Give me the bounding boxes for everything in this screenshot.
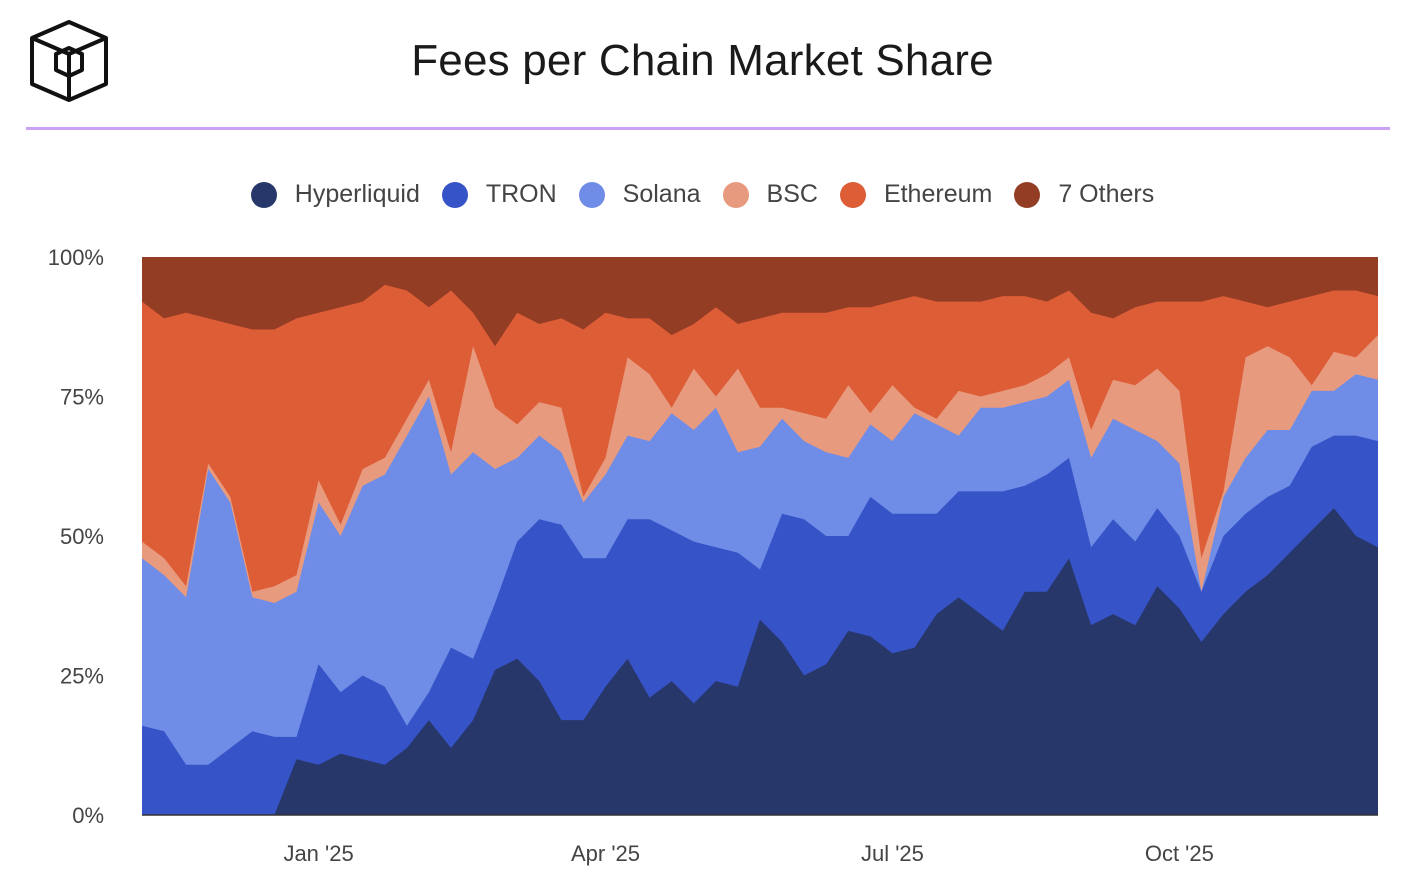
y-tick-label: 0% [72,803,104,828]
legend: Hyperliquid TRON Solana BSC Ethereum 7 O… [0,180,1405,209]
legend-dot-hyperliquid [250,181,277,208]
legend-label-bsc: BSC [766,180,818,208]
legend-dot-tron [441,181,468,208]
legend-label-ethereum: Ethereum [883,180,993,208]
legend-label-others: 7 Others [1058,180,1155,208]
chart-title: Fees per Chain Market Share [411,36,994,85]
x-tick-label: Oct '25 [1145,841,1214,866]
y-tick-label: 75% [60,385,104,410]
legend-label-tron: TRON [485,180,557,208]
legend-label-solana: Solana [622,180,701,208]
x-tick-label: Jul '25 [861,841,924,866]
x-tick-label: Jan '25 [283,841,353,866]
legend-item-tron[interactable]: TRON [441,180,557,209]
legend-item-others[interactable]: 7 Others [1014,180,1154,209]
legend-label-hyperliquid: Hyperliquid [294,180,420,208]
y-tick-label: 100% [48,245,104,270]
area-hyperliquid [142,508,1378,815]
legend-item-hyperliquid[interactable]: Hyperliquid [250,180,420,209]
legend-dot-bsc [722,181,749,208]
legend-dot-others [1014,181,1041,208]
legend-item-bsc[interactable]: BSC [722,180,818,209]
legend-item-solana[interactable]: Solana [578,180,701,209]
legend-dot-solana [578,181,605,208]
legend-dot-ethereum [839,181,866,208]
cube-logo-icon [30,20,108,102]
y-tick-label: 25% [60,664,104,689]
title-divider [26,127,1390,130]
legend-item-ethereum[interactable]: Ethereum [839,180,993,209]
x-tick-label: Apr '25 [571,841,640,866]
y-tick-label: 50% [60,524,104,549]
